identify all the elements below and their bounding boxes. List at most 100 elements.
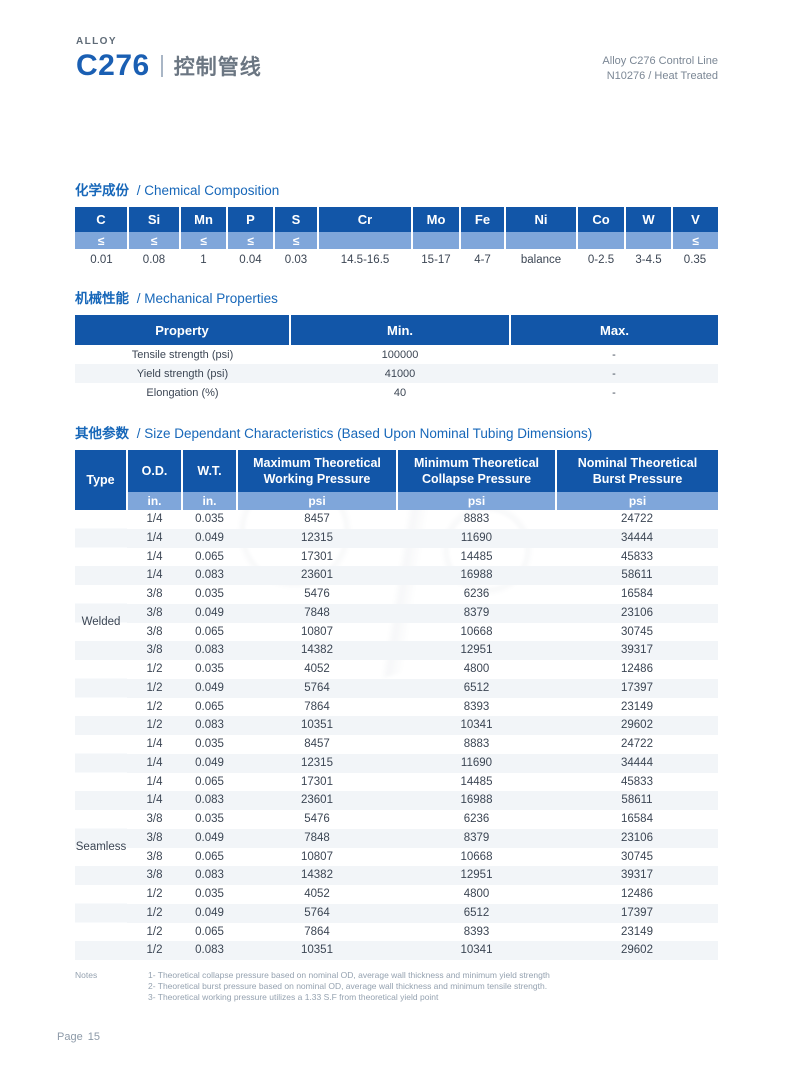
mechanical-title-cn: 机械性能 [75, 291, 129, 306]
wt-cell: 0.065 [195, 625, 224, 638]
working-pressure-cell: 23601 [301, 794, 333, 807]
chem-value-cell: 14.5-16.5 [318, 249, 412, 270]
working-pressure-cell: 4052 [304, 888, 330, 900]
wt-cell: 0.049 [195, 606, 224, 619]
od-cell: 3/8 [146, 813, 163, 825]
title-divider [160, 55, 163, 77]
chem-limit-cell: ≤ [672, 232, 718, 249]
size-title-cn: 其他参数 [75, 426, 129, 441]
burst-pressure-cell: 58611 [621, 794, 653, 807]
od-cell: 1/4 [146, 756, 163, 769]
note-item: 1- Theoretical collapse pressure based o… [148, 970, 550, 980]
tube-type-cell: Welded [75, 510, 127, 735]
note-item: 3- Theoretical working pressure utilizes… [148, 991, 439, 1002]
working-pressure-cell: 5476 [304, 588, 330, 600]
chem-limit-cell [577, 232, 626, 249]
alloy-model-title: C276 [76, 49, 150, 82]
working-pressure-cell: 7848 [304, 606, 330, 619]
chem-value-cell: 0.35 [672, 249, 718, 270]
burst-pressure-cell: 23149 [621, 925, 653, 938]
wt-cell: 0.049 [195, 831, 224, 844]
mechanical-title-en: / Mechanical Properties [136, 291, 278, 306]
collapse-pressure-cell: 4800 [463, 888, 490, 900]
chemical-composition-table: C Si Mn P S Cr Mo Fe Ni Co W V ≤ ≤ ≤ ≤ ≤ ≤0.01 0.08 1 0.04 0… [75, 207, 718, 270]
mechanical-section-title: 机械性能 / Mechanical Properties [75, 291, 718, 307]
mech-value-cell: - [612, 386, 616, 399]
burst-pressure-cell: 12486 [621, 663, 653, 675]
burst-pressure-cell: 23149 [621, 700, 653, 713]
burst-pressure-cell: 16584 [621, 813, 653, 825]
od-cell: 1/4 [146, 794, 163, 807]
working-pressure-cell: 10351 [301, 944, 333, 957]
mech-value-cell: 40 [393, 386, 407, 399]
chem-value-cell: 0.08 [128, 249, 180, 270]
wt-cell: 0.083 [195, 569, 224, 582]
working-pressure-cell: 12315 [301, 531, 333, 544]
od-cell: 1/2 [146, 663, 163, 675]
collapse-pressure-cell: 10341 [460, 944, 493, 957]
od-cell: 1/2 [146, 906, 163, 919]
chem-limit-cell: ≤ [128, 232, 181, 249]
alloy-label: ALLOY [76, 36, 117, 47]
od-cell: 1/2 [146, 888, 163, 900]
mechanical-properties-table: Property Min. Max. Tensile strength (psi) 1… [75, 315, 718, 402]
burst-pressure-cell: 24722 [621, 513, 653, 525]
wt-cell: 0.083 [195, 869, 224, 882]
page-footer: Page 15 [57, 1031, 100, 1043]
wt-cell: 0.035 [195, 813, 224, 825]
od-cell: 3/8 [146, 869, 163, 882]
od-cell: 1/4 [146, 550, 163, 563]
working-pressure-cell: 8457 [304, 513, 330, 525]
burst-pressure-cell: 29602 [621, 719, 653, 732]
burst-pressure-cell: 12486 [621, 888, 653, 900]
chem-element-header: Mn [180, 207, 228, 232]
chem-element-header: Ni [505, 207, 578, 232]
collapse-pressure-cell: 11690 [460, 531, 493, 544]
chem-value-cell: 15-17 [412, 249, 460, 270]
wt-cell: 0.065 [195, 850, 224, 863]
section-size-characteristics: 其他参数 / Size Dependant Characteristics (B… [75, 426, 718, 960]
working-pressure-cell: 7864 [304, 700, 330, 713]
burst-pressure-cell: 39317 [621, 869, 653, 882]
chem-element-header: P [227, 207, 275, 232]
burst-pressure-cell: 24722 [621, 738, 653, 750]
size-column-header: Minimum Theoretical Collapse Pressure [397, 450, 557, 492]
chem-element-header: Mo [412, 207, 461, 232]
mech-column-header: Max. [510, 315, 718, 345]
od-cell: 3/8 [146, 625, 163, 638]
size-section-title: 其他参数 / Size Dependant Characteristics (B… [75, 426, 718, 442]
header-right-info: Alloy C276 Control Line N10276 / Heat Tr… [602, 36, 718, 84]
burst-pressure-cell: 39317 [621, 644, 653, 657]
chem-element-header: W [625, 207, 673, 232]
header-uns-treatment: N10276 / Heat Treated [606, 70, 718, 82]
size-unit-cell: psi [237, 492, 398, 510]
wt-cell: 0.035 [195, 588, 224, 600]
od-cell: 1/4 [146, 775, 163, 788]
collapse-pressure-cell: 12951 [460, 644, 493, 657]
mech-value-cell: - [612, 348, 616, 361]
collapse-pressure-cell: 16988 [460, 569, 493, 582]
working-pressure-cell: 12315 [301, 756, 333, 769]
working-pressure-cell: 4052 [304, 663, 330, 675]
wt-cell: 0.065 [195, 775, 224, 788]
chemical-title-en: / Chemical Composition [136, 183, 280, 198]
size-column-header: O.D. [127, 450, 183, 492]
burst-pressure-cell: 23106 [621, 606, 653, 619]
size-unit-cell: psi [556, 492, 718, 510]
chem-element-header: Cr [318, 207, 413, 232]
size-characteristics-table: Type O.D. W.T. Maximum Theoretical Working … [75, 450, 718, 960]
collapse-pressure-cell: 16988 [460, 794, 493, 807]
burst-pressure-cell: 23106 [621, 831, 653, 844]
notes-items: 1- Theoretical collapse pressure based o… [148, 970, 550, 1002]
chem-element-header: Co [577, 207, 626, 232]
size-column-header: Maximum Theoretical Working Pressure [237, 450, 398, 492]
chemical-title-cn: 化学成份 [75, 183, 129, 198]
collapse-pressure-cell: 14485 [460, 775, 493, 788]
od-cell: 1/4 [146, 738, 163, 750]
wt-cell: 0.083 [195, 794, 224, 807]
burst-pressure-cell: 17397 [621, 906, 653, 919]
mech-column-header: Property [75, 315, 291, 345]
burst-pressure-cell: 16584 [621, 588, 653, 600]
size-unit-cell: psi [397, 492, 557, 510]
section-mechanical-properties: 机械性能 / Mechanical Properties Property Min… [75, 291, 718, 402]
